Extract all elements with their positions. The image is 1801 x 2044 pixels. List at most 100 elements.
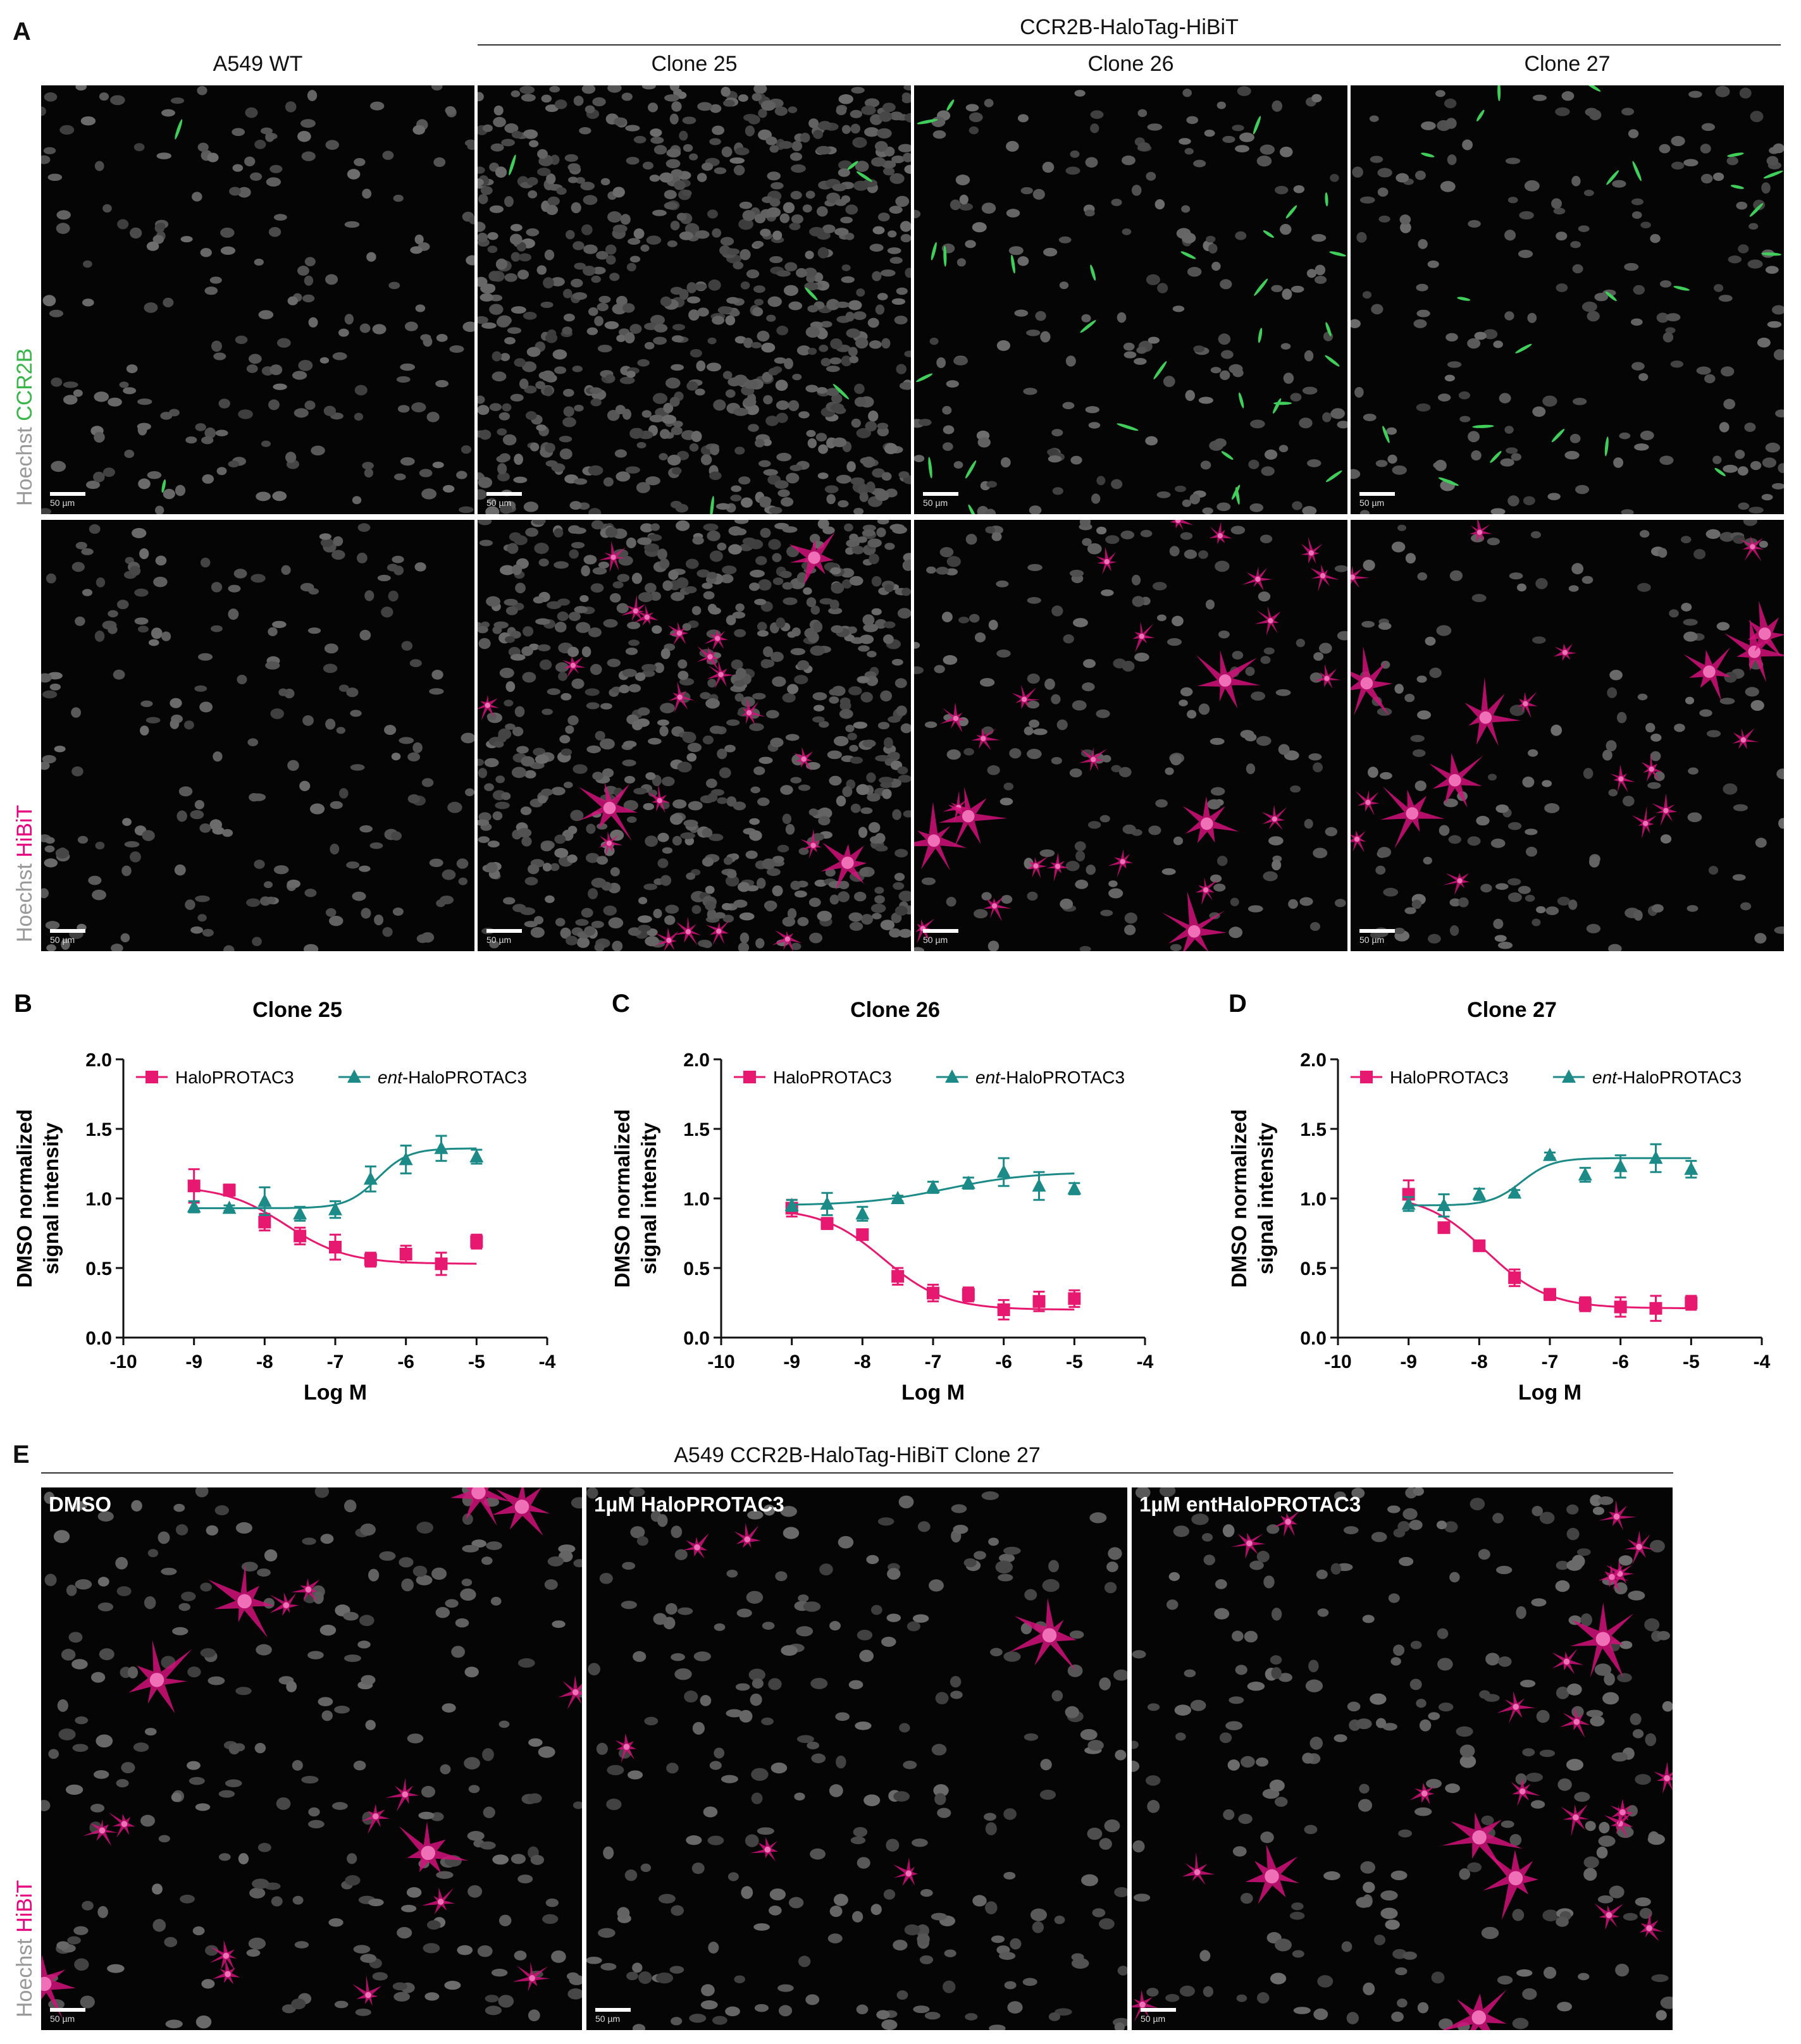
nucleus bbox=[859, 868, 869, 877]
nucleus bbox=[514, 1950, 527, 1961]
nucleus bbox=[1230, 897, 1239, 906]
nucleus bbox=[791, 942, 801, 951]
nucleus bbox=[874, 833, 886, 844]
nucleus bbox=[347, 1853, 357, 1864]
nucleus bbox=[845, 724, 855, 732]
nucleus bbox=[524, 921, 538, 928]
nucleus bbox=[1343, 1526, 1359, 1534]
hibit-cell bbox=[750, 1837, 778, 1861]
micrograph-clone26-hibit: 50 µm bbox=[914, 520, 1347, 951]
nucleus bbox=[686, 753, 697, 762]
nucleus bbox=[1583, 1868, 1597, 1881]
nucleus bbox=[712, 316, 725, 325]
nucleus bbox=[946, 897, 956, 907]
nucleus bbox=[192, 192, 202, 202]
nucleus bbox=[237, 674, 247, 685]
nucleus bbox=[1516, 583, 1527, 592]
data-point bbox=[1032, 1295, 1046, 1308]
nucleus bbox=[1283, 372, 1294, 384]
nucleus bbox=[1385, 1919, 1400, 1930]
treatment-label-dmso: DMSO bbox=[49, 1493, 111, 1516]
nucleus bbox=[1220, 279, 1232, 290]
nucleus bbox=[140, 1814, 156, 1827]
nucleus bbox=[319, 357, 330, 364]
nucleus bbox=[1079, 520, 1091, 527]
nucleus bbox=[672, 324, 685, 331]
nucleus bbox=[953, 1524, 969, 1534]
nucleus bbox=[478, 836, 490, 843]
nucleus bbox=[498, 1914, 512, 1926]
nucleus bbox=[996, 340, 1011, 351]
nucleus bbox=[1497, 1975, 1513, 1985]
nucleus bbox=[1700, 144, 1711, 154]
nucleus bbox=[1504, 230, 1516, 241]
hibit-cell-core bbox=[1203, 887, 1209, 893]
nucleus bbox=[1525, 894, 1535, 902]
nucleus bbox=[1065, 355, 1076, 367]
nucleus bbox=[807, 1741, 820, 1750]
x-axis-label: Log M bbox=[901, 1381, 965, 1405]
nucleus bbox=[42, 295, 56, 307]
nucleus bbox=[603, 619, 618, 628]
nucleus bbox=[877, 422, 889, 429]
nucleus bbox=[745, 403, 760, 416]
hibit-cell-core bbox=[1703, 665, 1716, 678]
nucleus bbox=[218, 1790, 235, 1798]
panel-letter: D bbox=[1229, 990, 1247, 1018]
nucleus bbox=[1733, 535, 1745, 544]
nucleus bbox=[950, 199, 961, 211]
nucleus bbox=[935, 1692, 949, 1704]
nucleus bbox=[615, 405, 626, 415]
nucleus bbox=[1108, 880, 1118, 887]
nucleus bbox=[703, 523, 719, 531]
nucleus bbox=[352, 496, 362, 505]
data-point bbox=[1614, 1300, 1627, 1314]
nucleus bbox=[626, 1971, 638, 1981]
nucleus bbox=[498, 1720, 510, 1728]
nucleus bbox=[794, 1792, 805, 1801]
nucleus bbox=[818, 444, 828, 454]
nucleus bbox=[298, 360, 313, 371]
nucleus bbox=[1245, 667, 1255, 676]
nucleus bbox=[304, 257, 316, 267]
hibit-cell-core bbox=[603, 801, 616, 815]
nucleus bbox=[189, 1776, 205, 1785]
data-point bbox=[1473, 1239, 1486, 1252]
nucleus bbox=[811, 1753, 826, 1763]
hibit-cell bbox=[621, 594, 646, 622]
nucleus bbox=[849, 921, 863, 931]
ccr2b-signal bbox=[832, 384, 850, 400]
nucleus bbox=[206, 1525, 219, 1536]
nucleus bbox=[482, 1748, 494, 1761]
nucleus bbox=[1723, 464, 1738, 473]
nucleus bbox=[1688, 90, 1702, 98]
nucleus bbox=[524, 770, 536, 779]
nucleus bbox=[1214, 1608, 1230, 1620]
nucleus bbox=[332, 352, 347, 360]
nucleus bbox=[738, 882, 750, 892]
nucleus bbox=[1179, 699, 1188, 706]
nucleus bbox=[525, 527, 539, 537]
nucleus bbox=[1542, 780, 1552, 787]
hibit-cell bbox=[1209, 522, 1232, 545]
nucleus bbox=[1322, 412, 1332, 422]
nucleus bbox=[814, 879, 827, 887]
nucleus bbox=[738, 476, 751, 485]
nucleus bbox=[292, 371, 307, 380]
nucleus bbox=[749, 830, 762, 841]
nucleus bbox=[586, 823, 596, 834]
micrograph-image bbox=[41, 85, 474, 514]
nucleus bbox=[1507, 495, 1519, 507]
nucleus bbox=[1134, 358, 1147, 365]
nucleus bbox=[1032, 188, 1045, 200]
nucleus bbox=[735, 1683, 750, 1691]
data-point bbox=[891, 1270, 905, 1283]
nucleus bbox=[626, 371, 636, 378]
nucleus bbox=[829, 1784, 843, 1797]
nucleus bbox=[1778, 463, 1784, 473]
ccr2b-signal bbox=[915, 373, 933, 383]
nucleus bbox=[388, 281, 400, 290]
nucleus bbox=[726, 1569, 738, 1578]
nucleus bbox=[432, 461, 444, 469]
hibit-cell bbox=[1012, 684, 1041, 710]
